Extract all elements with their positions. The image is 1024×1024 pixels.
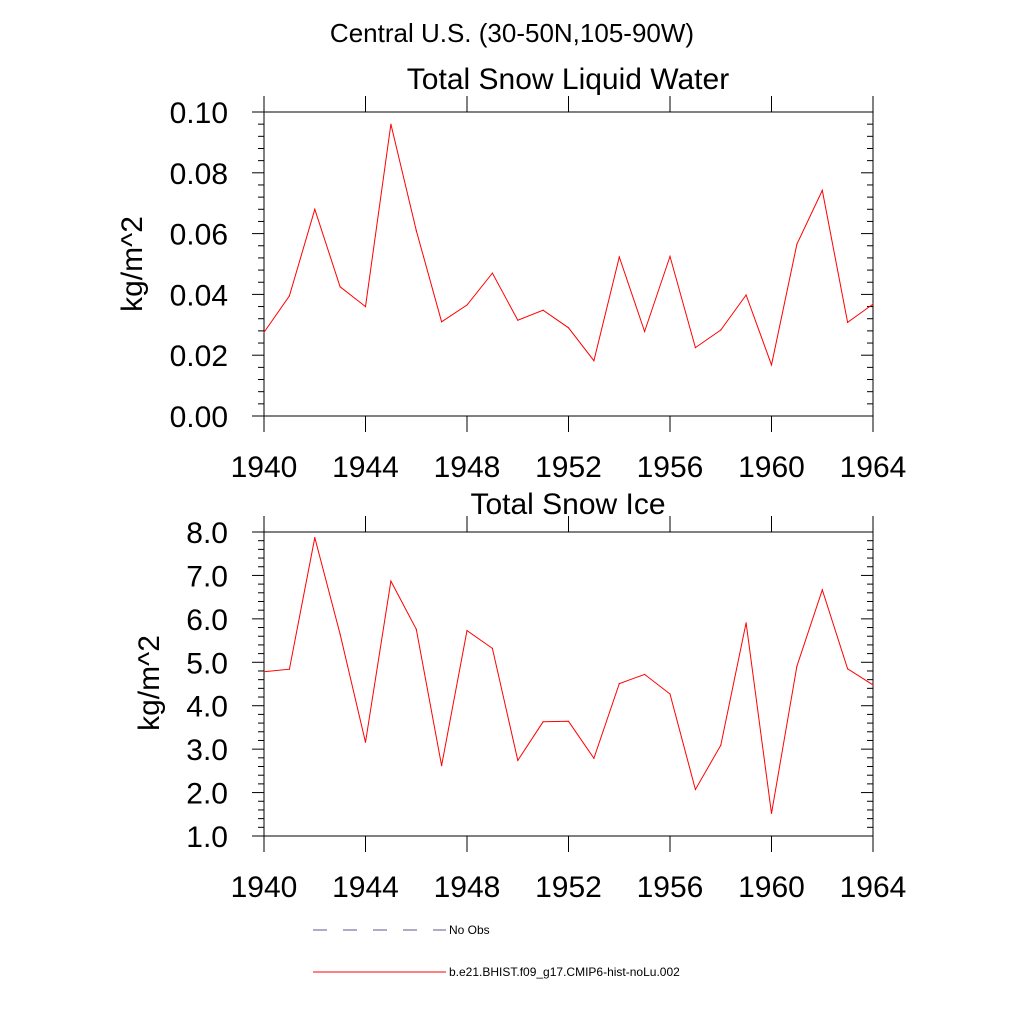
data-point (644, 673, 646, 676)
x-tick-label: 1940 (231, 451, 298, 484)
y-tick-label: 2.0 (186, 778, 228, 811)
data-point (567, 720, 570, 722)
data-series (263, 537, 874, 815)
series-line (263, 124, 874, 367)
data-point (720, 744, 722, 746)
y-tick-label: 0.08 (170, 158, 228, 191)
x-tick-label: 1964 (840, 451, 907, 484)
data-point (593, 757, 595, 759)
x-tick-label: 1948 (434, 451, 501, 484)
y-tick-label: 0.10 (170, 97, 228, 130)
data-point (339, 633, 341, 635)
y-tick-label: 0.04 (170, 279, 228, 312)
data-point (745, 622, 747, 624)
legend-entry-model-run: b.e21.BHIST.f09_g17.CMIP6-hist-noLu.002 (313, 965, 680, 979)
legend: No Obs b.e21.BHIST.f09_g17.CMIP6-hist-no… (313, 923, 680, 979)
data-point (314, 537, 316, 539)
x-tick-label: 1956 (637, 871, 704, 904)
legend-label: b.e21.BHIST.f09_g17.CMIP6-hist-noLu.002 (449, 965, 680, 979)
plot-frame (263, 111, 874, 417)
legend-label: No Obs (449, 923, 490, 937)
panel-snow-ice: Total Snow Ice kg/m^2 1940 1944 1948 1952 19… (133, 488, 906, 904)
axes-frame: 1940 1944 1948 1952 1956 1960 1964 0.00 0.02 0.04… (170, 96, 907, 484)
y-tick-label: 1.0 (186, 821, 228, 854)
plot-frame (263, 531, 874, 837)
data-point (390, 123, 392, 125)
data-point (720, 329, 722, 331)
y-tick-label: 3.0 (186, 734, 228, 767)
data-point (821, 189, 823, 191)
y-tick-label: 0.06 (170, 219, 228, 252)
data-point (821, 589, 823, 591)
x-tick-label: 1956 (637, 451, 704, 484)
data-point (288, 668, 290, 670)
data-point (441, 321, 443, 323)
data-point (415, 230, 417, 232)
data-series (263, 123, 874, 367)
data-point (542, 309, 544, 311)
data-point (390, 580, 392, 582)
data-point (796, 243, 798, 245)
x-tick-label: 1944 (332, 871, 399, 904)
x-tick-label: 1944 (332, 451, 399, 484)
data-point (288, 295, 290, 297)
data-point (847, 321, 849, 323)
y-tick-label: 7.0 (186, 560, 228, 593)
data-point (415, 628, 417, 630)
data-point (441, 765, 443, 767)
y-tick-label: 4.0 (186, 691, 228, 724)
data-point (694, 347, 697, 349)
panel-title: Total Snow Ice (470, 488, 665, 521)
data-point (593, 360, 595, 362)
x-tick-label: 1960 (738, 871, 805, 904)
series-line (263, 537, 874, 814)
data-point (364, 741, 367, 743)
data-point (491, 272, 493, 274)
data-point (618, 256, 620, 258)
data-point (491, 647, 493, 650)
data-point (517, 759, 519, 762)
data-point (694, 788, 697, 791)
panel-title: Total Snow Liquid Water (407, 63, 729, 96)
data-point (466, 304, 468, 306)
data-point (339, 286, 341, 288)
data-point (263, 671, 265, 673)
data-point (847, 668, 849, 670)
data-point (872, 684, 874, 686)
y-tick-label: 6.0 (186, 604, 228, 637)
x-tick-label: 1960 (738, 451, 805, 484)
data-point (466, 630, 468, 632)
x-tick-label: 1940 (231, 871, 298, 904)
data-point (314, 208, 316, 210)
data-point (669, 255, 671, 257)
data-point (542, 721, 544, 723)
axes-frame: 1940 1944 1948 1952 1956 1960 1964 1.0 2.0 3.0 4.0… (186, 516, 906, 904)
data-point (669, 693, 671, 695)
x-tick-label: 1948 (434, 871, 501, 904)
y-tick-label: 8.0 (186, 517, 228, 550)
x-tick-label: 1952 (535, 451, 602, 484)
y-tick-label: 0.02 (170, 340, 228, 373)
x-tick-label: 1952 (535, 871, 602, 904)
figure-suptitle: Central U.S. (30-50N,105-90W) (330, 18, 694, 48)
y-tick-label: 0.00 (170, 401, 228, 434)
y-tick-label: 5.0 (186, 647, 228, 680)
x-tick-label: 1964 (840, 871, 907, 904)
data-point (364, 306, 367, 308)
data-point (872, 303, 874, 305)
y-axis-label: kg/m^2 (116, 216, 149, 312)
data-point (263, 331, 265, 333)
data-point (618, 683, 620, 685)
data-point (770, 364, 773, 366)
data-point (770, 812, 773, 815)
data-point (644, 330, 646, 333)
data-point (745, 294, 747, 296)
y-axis-label: kg/m^2 (133, 635, 166, 731)
data-point (567, 327, 570, 329)
data-point (796, 665, 798, 667)
panel-snow-liquid-water: Total Snow Liquid Water kg/m^2 1940 1944 1… (116, 63, 906, 484)
legend-entry-no-obs: No Obs (313, 923, 490, 937)
data-point (517, 319, 519, 321)
